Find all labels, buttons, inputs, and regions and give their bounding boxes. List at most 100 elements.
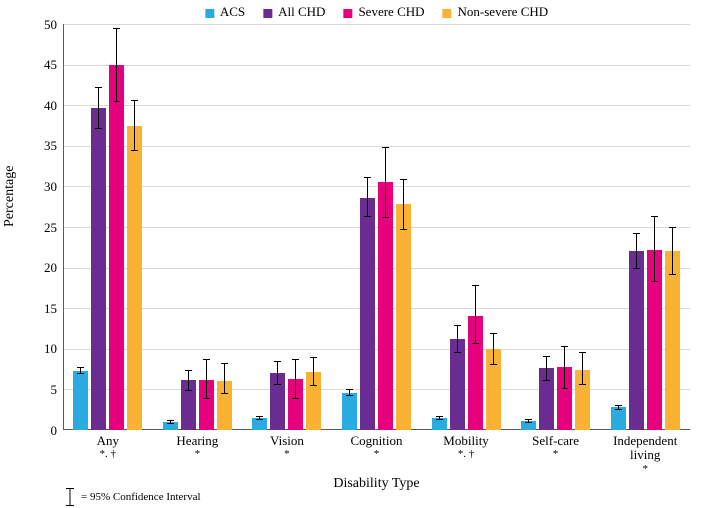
ytick-label: 15 (27, 301, 57, 317)
legend-swatch (205, 9, 214, 18)
gridline (63, 105, 690, 106)
xtick-label: Mobility*. † (421, 434, 511, 460)
errorbar-cap (633, 233, 640, 234)
bar (342, 393, 357, 430)
errorbar-icon (65, 488, 75, 506)
xtick-sublabel: *. † (63, 448, 153, 460)
bar (73, 371, 88, 430)
errorbar (672, 227, 673, 274)
errorbar-cap (77, 373, 84, 374)
errorbar-cap (615, 409, 622, 410)
y-axis-title: Percentage (2, 166, 18, 227)
errorbar (188, 370, 189, 390)
legend-label: ACS (220, 4, 245, 19)
errorbar-cap (346, 395, 353, 396)
xtick-label: Vision* (242, 434, 332, 460)
errorbar (546, 356, 547, 380)
legend-swatch (343, 9, 352, 18)
errorbar-cap (472, 343, 479, 344)
xtick-sublabel: * (332, 448, 422, 460)
errorbar (224, 363, 225, 394)
errorbar-cap (256, 419, 263, 420)
errorbar-cap (579, 384, 586, 385)
ytick-label: 45 (27, 57, 57, 73)
errorbar-cap (95, 87, 102, 88)
plot-area (63, 24, 690, 430)
xtick-label: Hearing* (153, 434, 243, 460)
bar (665, 251, 680, 430)
errorbar-cap (525, 422, 532, 423)
errorbar (457, 325, 458, 352)
errorbar-cap (95, 128, 102, 129)
legend-swatch (263, 9, 272, 18)
errorbar (564, 346, 565, 388)
errorbar (403, 179, 404, 229)
gridline (63, 227, 690, 228)
xtick-label: Self-care* (511, 434, 601, 460)
errorbar-cap (77, 367, 84, 368)
x-axis (63, 429, 690, 430)
xtick-sublabel: * (153, 448, 243, 460)
gridline (63, 389, 690, 390)
legend-item: All CHD (263, 4, 325, 20)
bar (629, 251, 644, 430)
errorbar-cap (203, 359, 210, 360)
errorbar (636, 233, 637, 268)
xtick-label: Independentliving* (600, 434, 690, 475)
errorbar-cap (221, 363, 228, 364)
gridline (63, 65, 690, 66)
errorbar-cap (292, 398, 299, 399)
errorbar-cap (274, 361, 281, 362)
errorbar-cap (472, 285, 479, 286)
legend: ACSAll CHDSevere CHDNon-severe CHD (205, 4, 548, 20)
errorbar-cap (382, 147, 389, 148)
xtick-sublabel: *. † (421, 448, 511, 460)
errorbar-cap (436, 416, 443, 417)
errorbar (493, 333, 494, 365)
errorbar (295, 359, 296, 397)
errorbar-cap (561, 346, 568, 347)
y-axis (63, 24, 64, 430)
errorbar-cap (113, 28, 120, 29)
errorbar (206, 359, 207, 399)
bar (109, 65, 124, 430)
errorbar-cap (113, 101, 120, 102)
errorbar (134, 100, 135, 150)
bar (252, 418, 267, 430)
gridline (63, 186, 690, 187)
xtick-sublabel: * (242, 448, 332, 460)
errorbar-cap (615, 405, 622, 406)
errorbar-cap (454, 325, 461, 326)
errorbar-cap (490, 333, 497, 334)
errorbar-cap (436, 419, 443, 420)
errorbar-cap (579, 352, 586, 353)
errorbar (277, 361, 278, 384)
errorbar-cap (669, 274, 676, 275)
errorbar-cap (633, 268, 640, 269)
legend-item: Severe CHD (343, 4, 424, 20)
errorbar-cap (651, 216, 658, 217)
ytick-label: 10 (27, 341, 57, 357)
legend-label: All CHD (278, 4, 325, 19)
errorbar-cap (364, 177, 371, 178)
errorbar-cap (543, 380, 550, 381)
errorbar-cap (490, 364, 497, 365)
ytick-label: 40 (27, 98, 57, 114)
xtick-label: Any*. † (63, 434, 153, 460)
errorbar-cap (221, 393, 228, 394)
gridline (63, 308, 690, 309)
errorbar-cap (310, 357, 317, 358)
legend-item: ACS (205, 4, 245, 20)
errorbar (98, 87, 99, 128)
errorbar (313, 357, 314, 385)
ytick-label: 25 (27, 220, 57, 236)
errorbar-cap (310, 385, 317, 386)
errorbar-cap (346, 389, 353, 390)
errorbar-cap (185, 370, 192, 371)
errorbar-cap (167, 423, 174, 424)
errorbar (475, 285, 476, 343)
gridline (63, 268, 690, 269)
bar (432, 418, 447, 430)
errorbar-cap (131, 100, 138, 101)
legend-label: Severe CHD (358, 4, 424, 19)
